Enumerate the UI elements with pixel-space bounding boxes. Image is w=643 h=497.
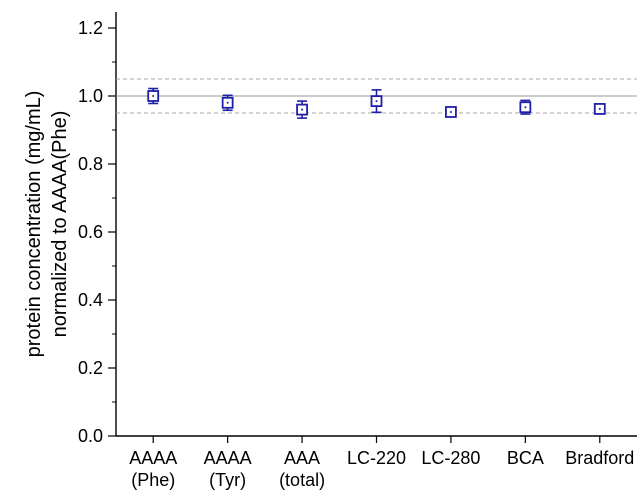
marker-center-dot — [301, 108, 304, 111]
x-tick-label-line: AAAA — [204, 448, 252, 468]
y-tick-label: 1.2 — [78, 18, 103, 38]
x-tick-label-line: BCA — [507, 448, 544, 468]
x-tick-label-line: (Phe) — [131, 470, 175, 490]
x-tick-label-line: LC-220 — [347, 448, 406, 468]
marker-center-dot — [598, 107, 601, 110]
x-ticks: AAAA (Phe)AAAA (Tyr)AAA (total)LC-220 LC-280… — [129, 436, 634, 490]
axes — [115, 12, 637, 437]
y-tick-label: 1.0 — [78, 86, 103, 106]
y-tick-label: 0.8 — [78, 154, 103, 174]
x-tick-label-line: Bradford — [565, 448, 634, 468]
y-axis-label-line: normalized to AAAA(Phe) — [49, 111, 71, 338]
data-point — [296, 100, 308, 119]
data-point — [147, 87, 160, 105]
y-tick-label: 0.6 — [78, 222, 103, 242]
y-axis-label: protein concentration (mg/mL) normalized … — [23, 91, 71, 358]
x-tick-label-line: LC-280 — [421, 448, 480, 468]
y-tick-label: 0.2 — [78, 358, 103, 378]
x-tick-label: AAA (total) — [279, 448, 325, 490]
x-tick-label: AAAA (Tyr) — [204, 448, 252, 490]
x-tick-label: LC-280 — [421, 448, 480, 468]
x-tick-label-line: (total) — [279, 470, 325, 490]
y-tick-label: 0.0 — [78, 426, 103, 446]
marker-center-dot — [226, 101, 229, 104]
marker-center-dot — [449, 110, 452, 113]
y-ticks: 0.0 0.2 0.4 0.6 0.8 1.0 1.2 — [78, 18, 116, 446]
x-tick-label-line: (Tyr) — [209, 470, 246, 490]
x-tick-label: LC-220 — [347, 448, 406, 468]
x-tick-label: AAAA (Phe) — [129, 448, 177, 490]
x-tick-label: Bradford — [565, 448, 634, 468]
y-tick-label: 0.4 — [78, 290, 103, 310]
data-markers — [147, 87, 606, 119]
y-axis-label-line: protein concentration (mg/mL) — [23, 91, 45, 358]
data-point — [370, 89, 383, 114]
data-point — [221, 94, 234, 112]
data-point — [593, 103, 606, 115]
data-point — [519, 99, 532, 115]
x-tick-label: BCA — [507, 448, 544, 468]
x-tick-label-line: AAA — [284, 448, 320, 468]
marker-center-dot — [152, 95, 155, 97]
data-point — [445, 106, 457, 118]
marker-center-dot — [524, 106, 527, 109]
x-tick-label-line: AAAA — [129, 448, 177, 468]
marker-center-dot — [375, 100, 378, 103]
